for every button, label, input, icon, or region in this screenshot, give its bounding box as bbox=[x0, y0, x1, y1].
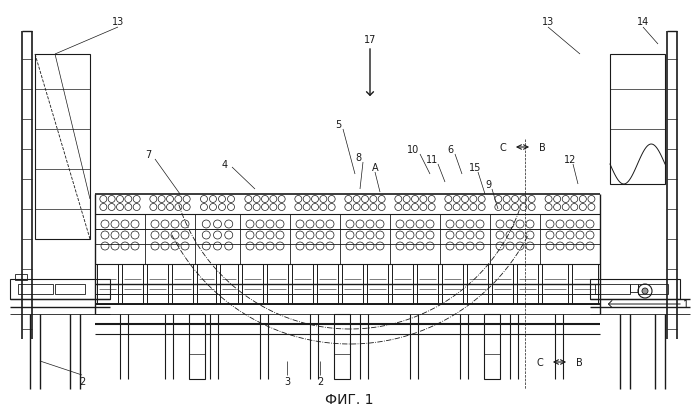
Bar bbox=[638, 284, 668, 294]
Text: C: C bbox=[500, 143, 506, 153]
Bar bbox=[342, 264, 363, 304]
Text: 1: 1 bbox=[683, 299, 689, 309]
Text: B: B bbox=[575, 357, 582, 367]
Text: 4: 4 bbox=[222, 160, 228, 170]
Text: 10: 10 bbox=[407, 145, 419, 155]
Bar bbox=[292, 264, 313, 304]
Text: C: C bbox=[537, 357, 543, 367]
Bar bbox=[18, 284, 53, 294]
Bar bbox=[484, 314, 500, 379]
Bar bbox=[147, 264, 168, 304]
Bar bbox=[35, 55, 90, 239]
Text: A: A bbox=[372, 163, 378, 173]
Bar bbox=[492, 264, 513, 304]
Bar bbox=[417, 264, 438, 304]
Text: 9: 9 bbox=[485, 180, 491, 189]
Circle shape bbox=[642, 288, 648, 294]
Bar bbox=[517, 264, 538, 304]
Bar bbox=[55, 284, 85, 294]
Text: 3: 3 bbox=[284, 376, 290, 386]
Bar bbox=[572, 264, 598, 304]
Text: 2: 2 bbox=[317, 376, 323, 386]
Text: 2: 2 bbox=[79, 376, 85, 386]
Text: ФИГ. 1: ФИГ. 1 bbox=[325, 392, 373, 406]
Bar bbox=[15, 274, 27, 280]
Bar bbox=[242, 264, 263, 304]
Text: 17: 17 bbox=[363, 35, 376, 45]
Text: 13: 13 bbox=[112, 17, 124, 27]
Text: 8: 8 bbox=[355, 153, 361, 163]
Bar bbox=[392, 264, 413, 304]
Bar bbox=[197, 264, 215, 304]
Bar bbox=[367, 264, 388, 304]
Bar bbox=[590, 279, 680, 299]
Text: 5: 5 bbox=[335, 120, 341, 130]
Text: 15: 15 bbox=[469, 163, 481, 173]
Text: 7: 7 bbox=[145, 150, 151, 160]
Bar bbox=[442, 264, 463, 304]
Bar bbox=[219, 264, 238, 304]
Text: 11: 11 bbox=[426, 155, 438, 164]
Text: 13: 13 bbox=[542, 17, 554, 27]
Bar bbox=[172, 264, 193, 304]
Text: 14: 14 bbox=[637, 17, 649, 27]
Bar bbox=[267, 264, 288, 304]
Bar bbox=[189, 314, 205, 379]
Text: 6: 6 bbox=[447, 145, 453, 155]
Bar bbox=[334, 314, 350, 379]
Bar bbox=[97, 264, 118, 304]
Bar bbox=[467, 264, 488, 304]
Bar bbox=[610, 55, 665, 184]
Text: 12: 12 bbox=[564, 155, 576, 164]
Bar bbox=[630, 284, 638, 292]
Bar bbox=[595, 284, 630, 294]
Bar bbox=[10, 279, 110, 299]
Bar bbox=[542, 264, 568, 304]
Text: B: B bbox=[539, 143, 545, 153]
Bar bbox=[317, 264, 338, 304]
Bar bbox=[122, 264, 143, 304]
